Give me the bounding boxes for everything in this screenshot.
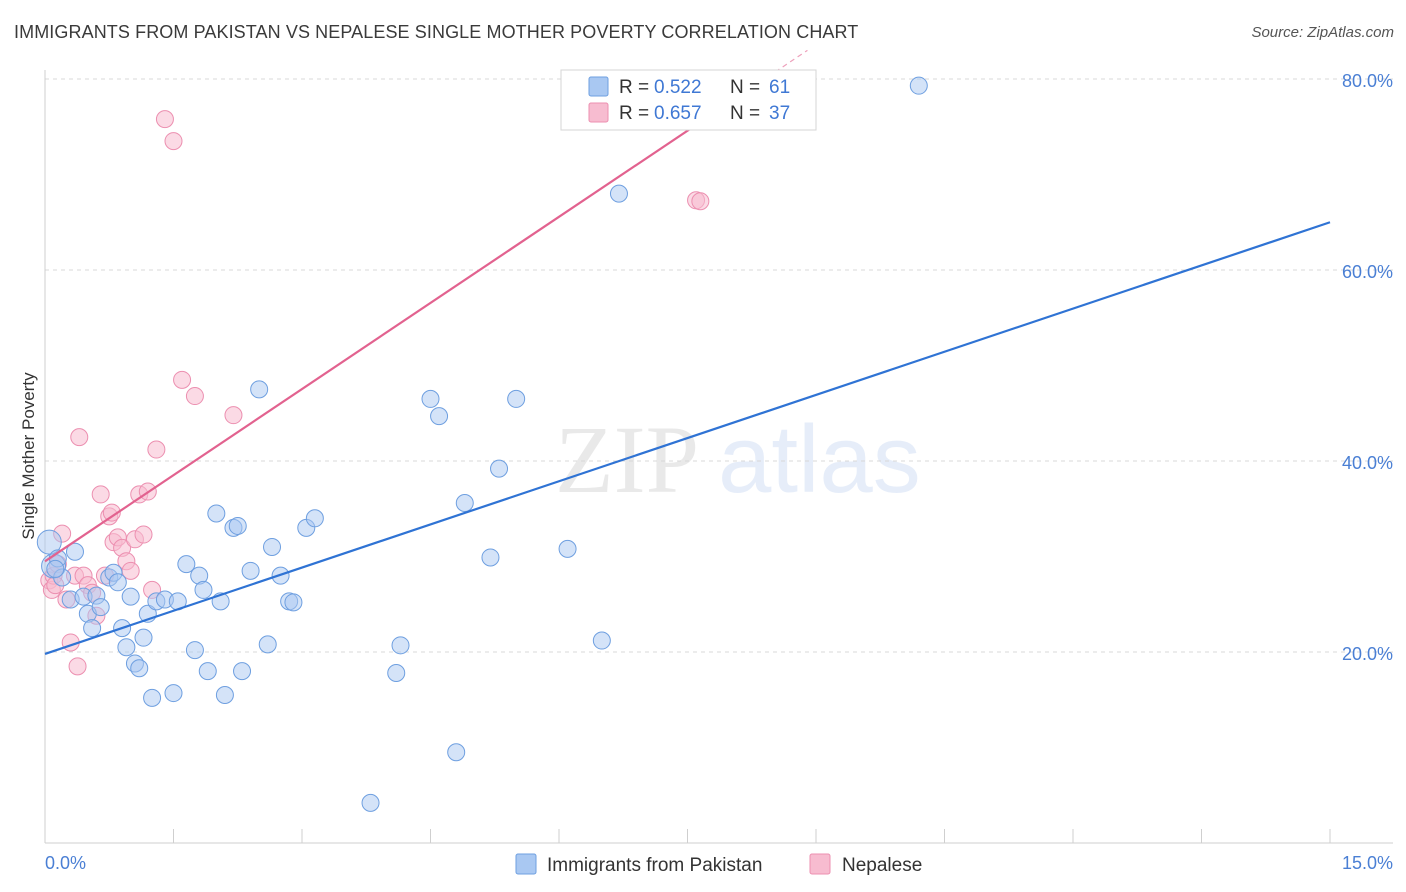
- legend-r-label-pakistan: R =: [619, 77, 649, 98]
- nepalese-point: [691, 192, 710, 211]
- pakistan-point: [430, 407, 449, 426]
- pakistan-point: [609, 184, 628, 203]
- chart-title: IMMIGRANTS FROM PAKISTAN VS NEPALESE SIN…: [14, 22, 859, 42]
- pakistan-point: [592, 631, 611, 650]
- pakistan-point: [228, 516, 247, 535]
- legend-r-value-nepalese: 0.657: [654, 103, 702, 124]
- pakistan-point: [233, 662, 252, 681]
- nepalese-point: [70, 428, 89, 447]
- bottom-legend-nepalese: Nepalese: [842, 855, 922, 876]
- bottom-legend-pakistan: Immigrants from Pakistan: [547, 855, 762, 876]
- pakistan-point: [83, 619, 102, 638]
- legend-swatch-nepalese: [588, 102, 609, 123]
- pakistan-point: [177, 555, 196, 574]
- x-tick-label-min: 0.0%: [45, 853, 86, 873]
- pakistan-point: [305, 509, 324, 528]
- pakistan-point: [284, 593, 303, 612]
- legend-n-value-nepalese: 37: [769, 103, 790, 124]
- pakistan-point: [91, 598, 110, 617]
- legend-r-value-pakistan: 0.522: [654, 77, 702, 98]
- pakistan-point: [263, 537, 282, 556]
- pakistan-point: [258, 635, 277, 654]
- pakistan-point: [215, 685, 234, 704]
- bottom-legend-swatch-pakistan: [515, 853, 537, 875]
- pakistan-point: [130, 659, 149, 678]
- pakistan-point: [198, 662, 217, 681]
- pakistan-point: [185, 641, 204, 660]
- nepalese-point: [91, 485, 110, 504]
- watermark: ZIP atlas: [555, 406, 921, 513]
- pakistan-point: [361, 793, 380, 812]
- legend-swatch-pakistan: [588, 76, 609, 97]
- pakistan-point: [387, 664, 406, 683]
- trend-lines: [44, 49, 1331, 655]
- pakistan-point: [121, 587, 140, 606]
- pakistan-point: [143, 688, 162, 707]
- pakistan-point: [194, 580, 213, 599]
- pakistan-point: [117, 638, 136, 657]
- pakistan-point: [164, 684, 183, 703]
- pakistan-point: [421, 389, 440, 408]
- correlation-legend: R = 0.522 N = 61 R = 0.657 N = 37: [560, 69, 817, 131]
- y-tick-label-40: 40.0%: [1342, 453, 1393, 473]
- nepalese-point: [173, 370, 192, 389]
- series-legend: Immigrants from Pakistan Nepalese: [515, 853, 922, 876]
- y-axis-label: Single Mother Poverty: [19, 372, 38, 540]
- pakistan-point: [558, 539, 577, 558]
- bottom-legend-swatch-nepalese: [809, 853, 831, 875]
- y-tick-labels: 20.0% 40.0% 60.0% 80.0%: [1342, 71, 1393, 664]
- x-ticks: [44, 829, 1331, 843]
- pakistan-point: [46, 559, 65, 578]
- nepalese-point: [224, 406, 243, 425]
- pakistan-point: [909, 76, 928, 95]
- legend-n-label-pakistan: N =: [730, 77, 760, 98]
- nepalese-point: [134, 525, 153, 544]
- pakistan-point: [207, 504, 226, 523]
- pakistan-point: [36, 529, 62, 555]
- nepalese-points: [40, 110, 710, 676]
- pakistan-point: [134, 628, 153, 647]
- nepalese-point: [147, 440, 166, 459]
- legend-r-label-nepalese: R =: [619, 103, 649, 124]
- pakistan-point: [481, 548, 500, 567]
- pakistan-point: [391, 636, 410, 655]
- pakistan-point: [108, 573, 127, 592]
- nepalese-point: [155, 110, 174, 129]
- legend-n-label-nepalese: N =: [730, 103, 760, 124]
- x-tick-label-max: 15.0%: [1342, 853, 1393, 873]
- nepalese-trend-line: [44, 101, 731, 563]
- pakistan-point: [507, 389, 526, 408]
- pakistan-point: [447, 743, 466, 762]
- nepalese-point: [164, 132, 183, 151]
- pakistan-point: [65, 542, 84, 561]
- pakistan-point: [490, 459, 509, 478]
- legend-n-value-pakistan: 61: [769, 77, 790, 98]
- pakistan-point: [241, 561, 260, 580]
- pakistan-points: [36, 76, 928, 812]
- pakistan-point: [455, 494, 474, 513]
- source-credit: Source: ZipAtlas.com: [1251, 24, 1394, 41]
- nepalese-point: [185, 387, 204, 406]
- nepalese-point: [102, 503, 121, 522]
- watermark-atlas: atlas: [718, 406, 921, 513]
- nepalese-point: [68, 657, 87, 676]
- y-tick-label-80: 80.0%: [1342, 71, 1393, 91]
- pakistan-point: [250, 380, 269, 399]
- pakistan-trend-line: [44, 221, 1331, 655]
- y-tick-label-20: 20.0%: [1342, 644, 1393, 664]
- y-tick-label-60: 60.0%: [1342, 262, 1393, 282]
